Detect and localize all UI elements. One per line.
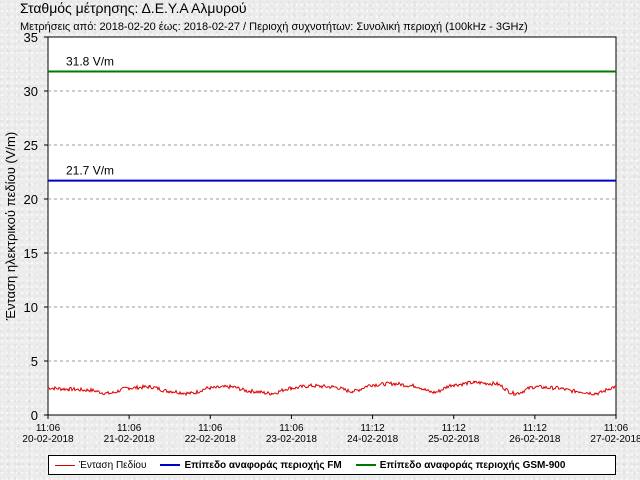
y-tick-label: 35 [24, 30, 38, 45]
y-tick-label: 10 [24, 300, 38, 315]
series-point [351, 390, 353, 392]
series-point [250, 390, 252, 392]
legend-swatch-gsm [355, 464, 376, 466]
reference-label-fm: 21.7 V/m [66, 164, 114, 178]
x-tick-time: 11:06 [117, 423, 142, 434]
legend-label-gsm: Επίπεδο αναφοράς περιοχής GSM-900 [379, 459, 566, 471]
series-point [494, 383, 496, 385]
x-tick-time: 11:12 [360, 423, 385, 434]
series-point [88, 389, 90, 391]
x-axis: 11:0620-02-201811:0621-02-201811:0622-02… [22, 415, 640, 445]
legend-label-field: Ένταση Πεδίου [79, 459, 147, 471]
reference-lines: 31.8 V/m 21.7 V/m [48, 55, 616, 182]
x-tick-time: 11:12 [442, 423, 467, 434]
x-tick-date: 27-02-2018 [590, 434, 640, 445]
x-tick-time: 11:06 [36, 423, 61, 434]
y-tick-label: 0 [31, 408, 38, 423]
y-tick-label: 30 [24, 84, 38, 99]
series-point [554, 387, 557, 389]
x-tick-time: 11:06 [279, 423, 304, 434]
series-point [128, 387, 130, 389]
series-group [47, 380, 617, 397]
series-point [311, 385, 313, 387]
series-point [575, 390, 577, 392]
series-point [108, 392, 110, 394]
chart-title: Σταθμός μέτρησης: Δ.Ε.Υ.Α Αλμυρού [20, 0, 247, 16]
series-point [534, 386, 536, 388]
y-tick-label: 15 [24, 246, 38, 261]
x-tick-time: 11:12 [523, 423, 548, 434]
x-tick-date: 22-02-2018 [185, 434, 237, 445]
legend-item-field: Ένταση Πεδίου [55, 460, 146, 471]
series-point [433, 391, 435, 393]
y-tick-label: 5 [31, 354, 38, 369]
series-point [412, 385, 415, 387]
chart-subtitle: Μετρήσεις από: 2018-02-20 έως: 2018-02-2… [20, 21, 528, 33]
y-axis: 0 5 10 15 20 25 30 35 [24, 30, 48, 423]
series-point [514, 392, 516, 394]
reference-label-gsm: 31.8 V/m [66, 55, 114, 69]
legend-item-gsm: Επίπεδο αναφοράς περιοχής GSM-900 [355, 459, 566, 471]
legend: Ένταση Πεδίου Επίπεδο αναφοράς περιοχής … [48, 455, 616, 475]
legend-label-fm: Επίπεδο αναφοράς περιοχής FM [184, 459, 342, 471]
series-point [47, 387, 49, 389]
series-point [331, 386, 333, 388]
series-point [453, 384, 455, 386]
series-point [67, 388, 69, 390]
series-point [169, 390, 171, 392]
series-point [290, 387, 292, 389]
legend-item-fm: Επίπεδο αναφοράς περιοχής FM [160, 459, 342, 471]
x-tick-time: 11:06 [198, 423, 223, 434]
series-point [595, 392, 597, 394]
series-point [615, 386, 617, 388]
legend-swatch-field [55, 464, 75, 466]
x-tick-date: 24-02-2018 [347, 434, 399, 445]
x-tick-date: 23-02-2018 [266, 434, 318, 445]
series-point [392, 383, 394, 385]
x-tick-date: 26-02-2018 [509, 434, 561, 445]
y-tick-label: 20 [24, 192, 38, 207]
series-point [189, 392, 191, 394]
x-tick-date: 20-02-2018 [22, 434, 74, 445]
series-point [230, 386, 232, 388]
plot-area [47, 36, 617, 416]
series-point [148, 386, 150, 388]
series-line-field-strength [47, 380, 617, 397]
grid-lines [48, 90, 616, 362]
x-tick-time: 11:06 [604, 423, 629, 434]
x-tick-date: 21-02-2018 [104, 434, 156, 445]
legend-swatch-fm [160, 464, 181, 466]
x-tick-date: 25-02-2018 [428, 434, 480, 445]
series-point [473, 382, 475, 384]
y-tick-label: 25 [24, 138, 38, 153]
y-axis-label: Ένταση ηλεκτρικού πεδίου (V/m) [3, 132, 18, 321]
series-point [270, 392, 272, 394]
series-point [372, 384, 374, 386]
series-point [209, 387, 211, 389]
